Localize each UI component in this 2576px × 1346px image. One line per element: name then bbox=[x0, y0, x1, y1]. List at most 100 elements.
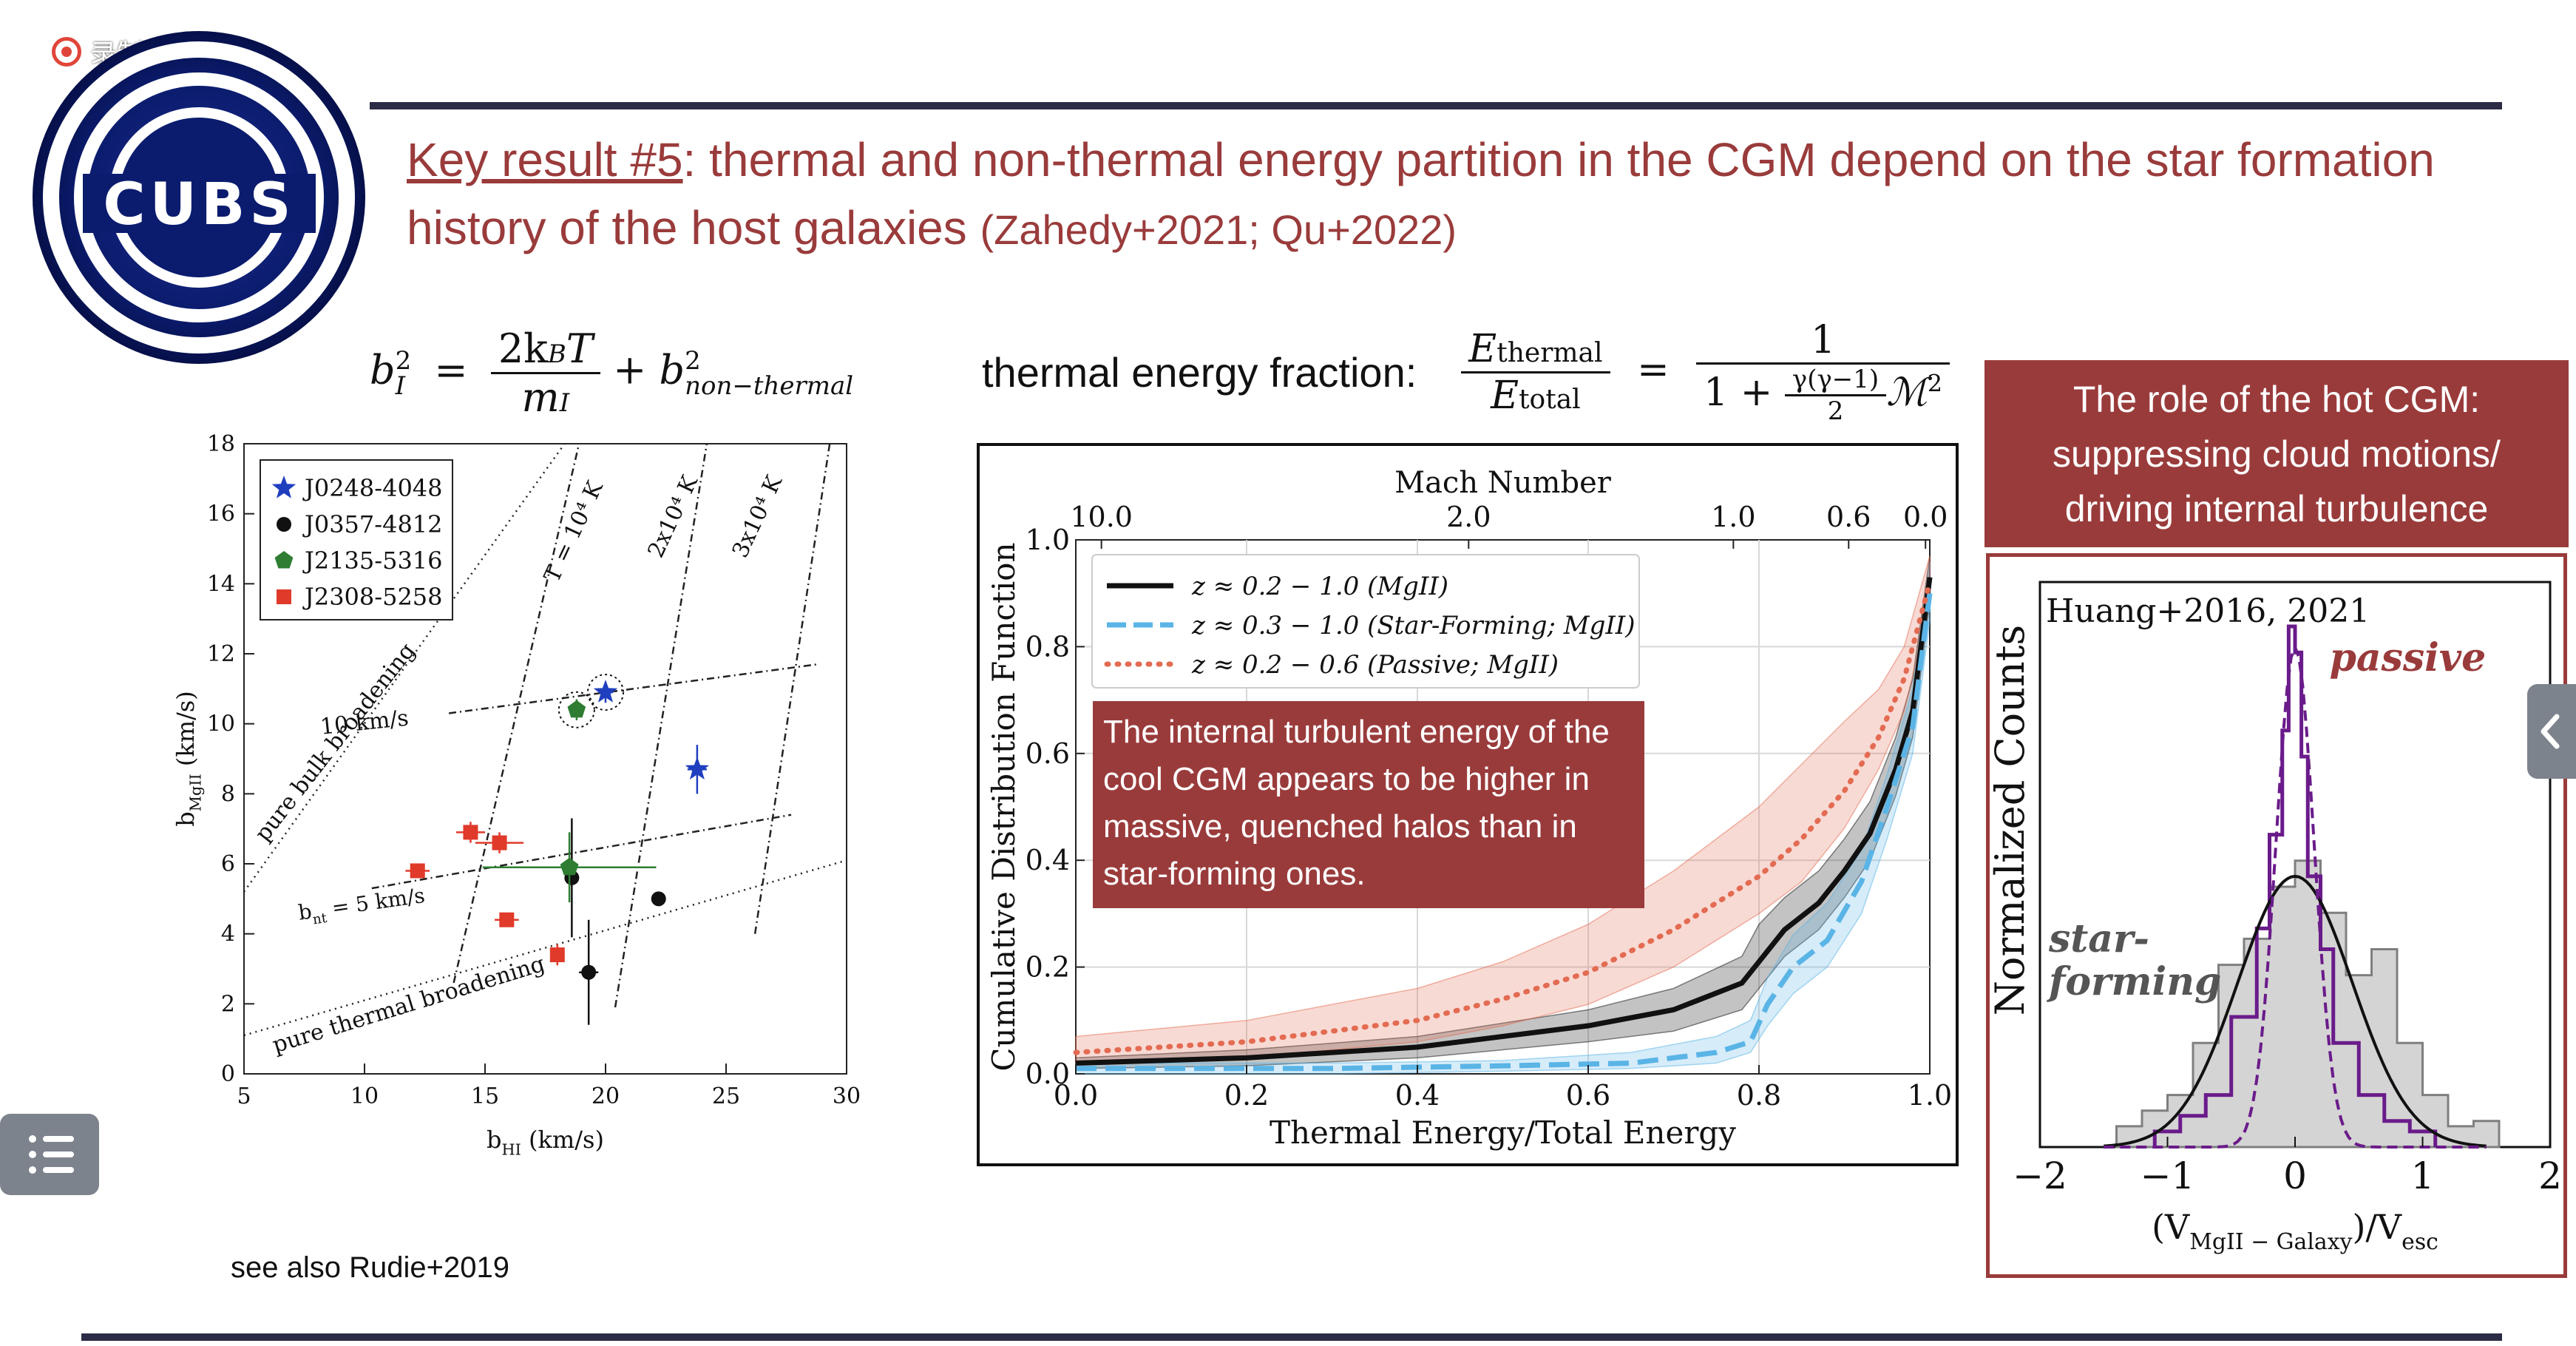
legend-box bbox=[1091, 554, 1640, 689]
cubs-logo: CUBS bbox=[31, 30, 367, 366]
chart-border bbox=[977, 443, 1959, 1166]
turbulence-callout: The internal turbulent energy of the coo… bbox=[1093, 701, 1644, 908]
legend-marker bbox=[277, 517, 291, 532]
x-tick-label: 5 bbox=[237, 1083, 251, 1109]
y-tick-label: 14 bbox=[207, 571, 235, 597]
star-forming-fit bbox=[2104, 874, 2487, 1148]
see-also-note: see also Rudie+2019 bbox=[231, 1251, 509, 1284]
y-tick-label: 16 bbox=[207, 501, 235, 527]
data-point bbox=[499, 912, 515, 927]
reference-line bbox=[614, 443, 708, 1008]
legend-label: J0248-4048 bbox=[302, 474, 443, 502]
menu-button[interactable] bbox=[0, 1114, 99, 1195]
bottom-rule bbox=[81, 1333, 2502, 1341]
y-axis-label: bMgII (km/s) bbox=[172, 691, 205, 827]
reference-line bbox=[243, 859, 847, 1037]
top-tick-label: 2.0 bbox=[1446, 501, 1491, 533]
nt-5-label: bnt = 5 km/s bbox=[296, 883, 427, 930]
turbulence-callout-text: The internal turbulent energy of the coo… bbox=[1103, 714, 1610, 892]
y-tick-label: 1.0 bbox=[1026, 524, 1070, 556]
star-forming-label-1: star- bbox=[2048, 916, 2149, 961]
record-dot-icon bbox=[52, 37, 81, 67]
x-tick-label: 0.6 bbox=[1566, 1079, 1610, 1112]
legend-label: J2135-5316 bbox=[302, 547, 443, 575]
passive-label: passive bbox=[2330, 635, 2487, 680]
cdf-series-line bbox=[1075, 577, 1933, 1066]
inset-title: Huang+2016, 2021 bbox=[2046, 592, 2370, 630]
temperature-1e4-label: T = 10⁴ K bbox=[539, 477, 609, 586]
highlight-ring bbox=[557, 691, 595, 728]
x-axis-label: bHI (km/s) bbox=[487, 1126, 604, 1159]
y-tick-label: 12 bbox=[207, 641, 235, 667]
x-tick-label: 1.0 bbox=[1908, 1079, 1952, 1112]
x-tick-label: 25 bbox=[712, 1083, 740, 1109]
y-tick-label: 0.6 bbox=[1026, 737, 1070, 770]
reference-line bbox=[753, 443, 831, 934]
title-citation: (Zahedy+2021; Qu+2022) bbox=[980, 206, 1457, 253]
x-axis-label: (VMgII − Galaxy)/Vesc bbox=[2152, 1207, 2438, 1255]
slide-title: Key result #5: thermal and non-thermal e… bbox=[407, 126, 2551, 264]
list-menu-icon bbox=[29, 1135, 74, 1174]
title-text: : thermal and non-thermal energy partiti… bbox=[407, 133, 2435, 254]
x-tick-label: 2 bbox=[2538, 1154, 2562, 1197]
legend-marker bbox=[274, 551, 294, 569]
cdf-chart: 0.0 0.2 0.4 0.6 0.8 1.0 0.0 0.2 0.4 0.6 0.8 1.0 10.0… bbox=[976, 442, 1959, 1167]
y-tick-label: 8 bbox=[221, 781, 235, 807]
scatter-chart: 5 10 15 20 25 30 0 2 4 6 8 10 12 14 16 18 bHI (km/s) bMgI… bbox=[163, 429, 946, 1228]
x-tick-label: 0.0 bbox=[1054, 1079, 1098, 1112]
data-point bbox=[410, 863, 425, 879]
y-tick-label: 18 bbox=[207, 431, 235, 457]
chevron-left-icon bbox=[2541, 714, 2560, 749]
data-point bbox=[593, 680, 618, 703]
bulk-broadening-label: pure bulk broadening bbox=[250, 638, 421, 847]
y-tick-label: 10 bbox=[207, 711, 235, 737]
histogram-panel: Huang+2016, 2021 passive star-forming −2 −1 0… bbox=[1986, 553, 2567, 1278]
reference-line bbox=[448, 663, 818, 714]
x-tick-label: 0.8 bbox=[1737, 1079, 1781, 1112]
legend-marker bbox=[277, 589, 291, 604]
data-point bbox=[560, 857, 579, 876]
x-tick-label: 15 bbox=[471, 1083, 499, 1109]
x-tick-label: 30 bbox=[833, 1083, 861, 1109]
y-tick-label: 0.2 bbox=[1026, 951, 1070, 984]
data-point bbox=[567, 700, 586, 718]
highlight-ring bbox=[587, 674, 624, 711]
legend-marker bbox=[271, 476, 296, 498]
top-tick-label: 0.6 bbox=[1826, 501, 1871, 533]
hot-cgm-heading-text: The role of the hot CGM: suppressing clo… bbox=[2053, 378, 2501, 530]
star-forming-label-2: forming bbox=[2046, 959, 2221, 1004]
nt-10-label: 10 km/s bbox=[319, 705, 410, 740]
y-axis-label: Normalized Counts bbox=[1990, 625, 2033, 1015]
top-tick-label: 10.0 bbox=[1070, 501, 1133, 533]
x-tick-label: −1 bbox=[2141, 1154, 2195, 1197]
legend-label: J2308-5258 bbox=[302, 583, 443, 611]
data-point bbox=[492, 835, 507, 850]
temperature-2e4-label: 2x10⁴ K bbox=[643, 471, 704, 561]
confidence-band bbox=[1075, 561, 1931, 1075]
cdf-series-line bbox=[1076, 592, 1933, 1072]
cdf-series-line bbox=[1073, 580, 1933, 1055]
y-tick-label: 6 bbox=[221, 851, 235, 877]
temperature-3e4-label: 3x10⁴ K bbox=[728, 471, 788, 561]
y-tick-label: 0.0 bbox=[1026, 1058, 1070, 1090]
top-rule bbox=[370, 102, 2502, 109]
top-tick-label: 0.0 bbox=[1903, 501, 1948, 533]
x-tick-label: 0.4 bbox=[1395, 1079, 1440, 1112]
thermal-fraction-label: thermal energy fraction: bbox=[982, 348, 1417, 396]
y-tick-label: 0 bbox=[221, 1061, 235, 1087]
top-axis-label: Mach Number bbox=[1394, 466, 1612, 500]
side-panel-toggle[interactable] bbox=[2527, 684, 2576, 779]
y-tick-label: 4 bbox=[221, 921, 235, 947]
y-axis-label: Cumulative Distribution Function bbox=[986, 542, 1022, 1071]
y-tick-label: 2 bbox=[221, 991, 235, 1017]
passive-histogram bbox=[2152, 624, 2438, 1147]
data-point bbox=[463, 825, 478, 840]
logo-text: CUBS bbox=[103, 172, 296, 238]
legend-label: z ≈ 0.2 − 1.0 (MgII) bbox=[1191, 572, 1448, 601]
plot-frame bbox=[243, 443, 847, 1075]
x-tick-label: −2 bbox=[2013, 1154, 2067, 1197]
legend-label: J0357-4812 bbox=[302, 510, 443, 538]
thermal-broadening-label: pure thermal broadening bbox=[269, 951, 547, 1058]
top-tick-label: 1.0 bbox=[1711, 501, 1755, 533]
